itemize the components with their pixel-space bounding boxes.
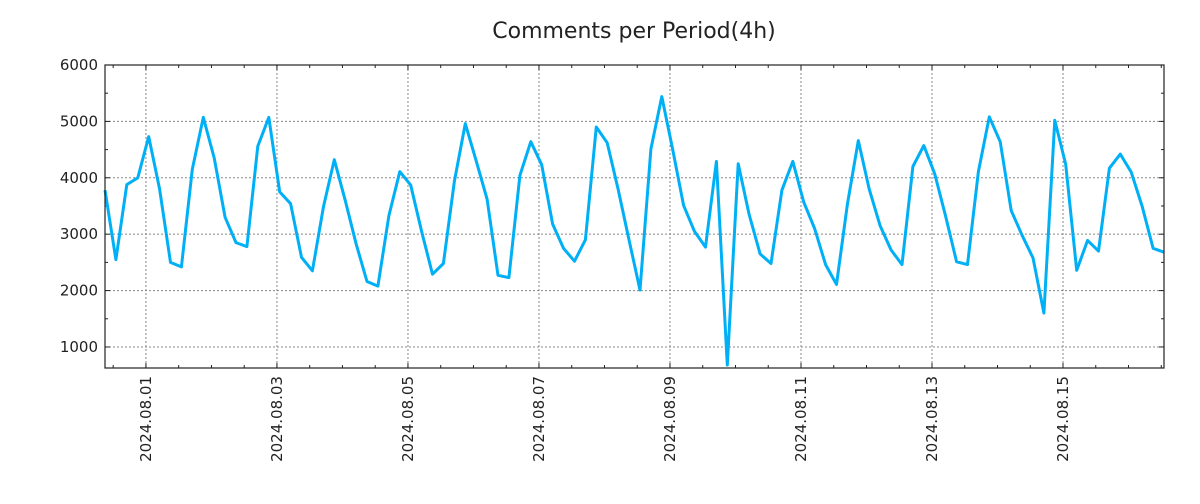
plot-frame [104, 64, 1165, 369]
axis-ticks [105, 64, 1164, 368]
x-axis: 2024.08.01 2024.08.03 2024.08.05 2024.08.07… [137, 376, 1072, 462]
x-tick-label: 2024.08.01 [137, 376, 155, 462]
y-tick-label: 2000 [60, 282, 98, 300]
x-tick-label: 2024.08.11 [792, 376, 810, 462]
y-tick-label: 5000 [60, 112, 98, 130]
x-tick-label: 2024.08.05 [399, 376, 417, 462]
grid [105, 64, 1164, 368]
x-tick-label: 2024.08.09 [661, 376, 679, 462]
chart-title: Comments per Period(4h) [492, 19, 776, 44]
x-tick-label: 2024.08.13 [923, 376, 941, 462]
x-tick-label: 2024.08.07 [530, 376, 548, 462]
y-axis: 1000 2000 3000 4000 5000 6000 [60, 56, 98, 356]
y-tick-label: 6000 [60, 56, 98, 74]
y-tick-label: 4000 [60, 169, 98, 187]
x-tick-label: 2024.08.15 [1054, 376, 1072, 462]
series-line-comments [103, 95, 1165, 367]
x-tick-label: 2024.08.03 [268, 376, 286, 462]
y-tick-label: 3000 [60, 225, 98, 243]
y-tick-label: 1000 [60, 338, 98, 356]
